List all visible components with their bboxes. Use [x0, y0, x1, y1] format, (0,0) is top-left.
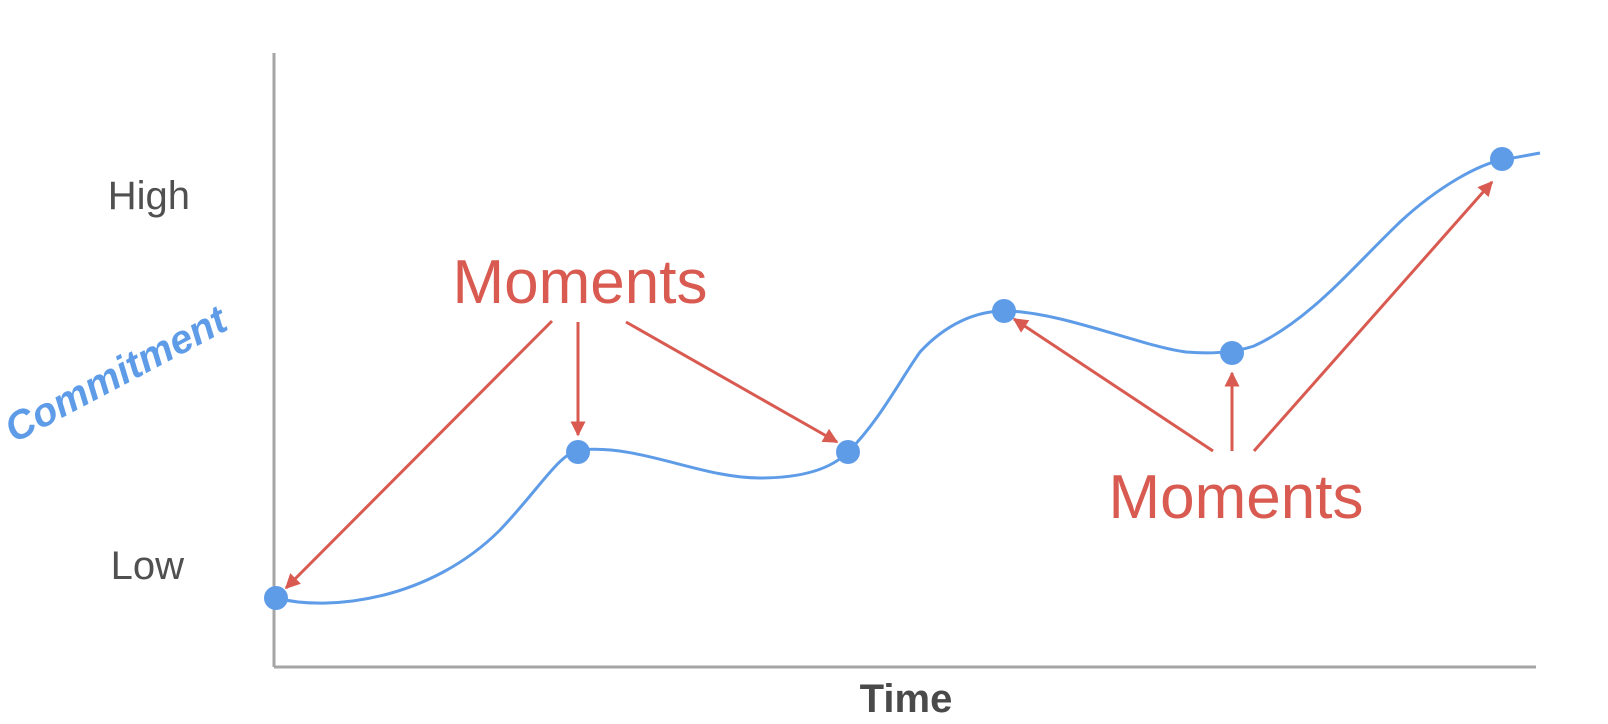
curve-point-4	[992, 299, 1016, 323]
annotation-arrow-6	[1252, 180, 1494, 452]
curve-point-1	[264, 586, 288, 610]
annotation-arrow-4	[1012, 317, 1214, 453]
annotation-label-2: Moments	[1109, 463, 1364, 532]
curve-point-2	[566, 440, 590, 464]
x-axis-title: Time	[860, 677, 953, 721]
y-tick-label-low: Low	[111, 544, 184, 588]
y-tick-label-high: High	[108, 174, 190, 218]
annotation-arrow-1	[284, 319, 554, 590]
commitment-curve	[275, 151, 1541, 605]
y-axis-title: Commitment	[0, 297, 236, 451]
curve-point-5	[1220, 341, 1244, 365]
annotation-label-1: Moments	[453, 248, 708, 317]
curve-point-6	[1490, 147, 1514, 171]
curve-point-3	[836, 440, 860, 464]
annotation-arrow-3	[625, 320, 839, 444]
